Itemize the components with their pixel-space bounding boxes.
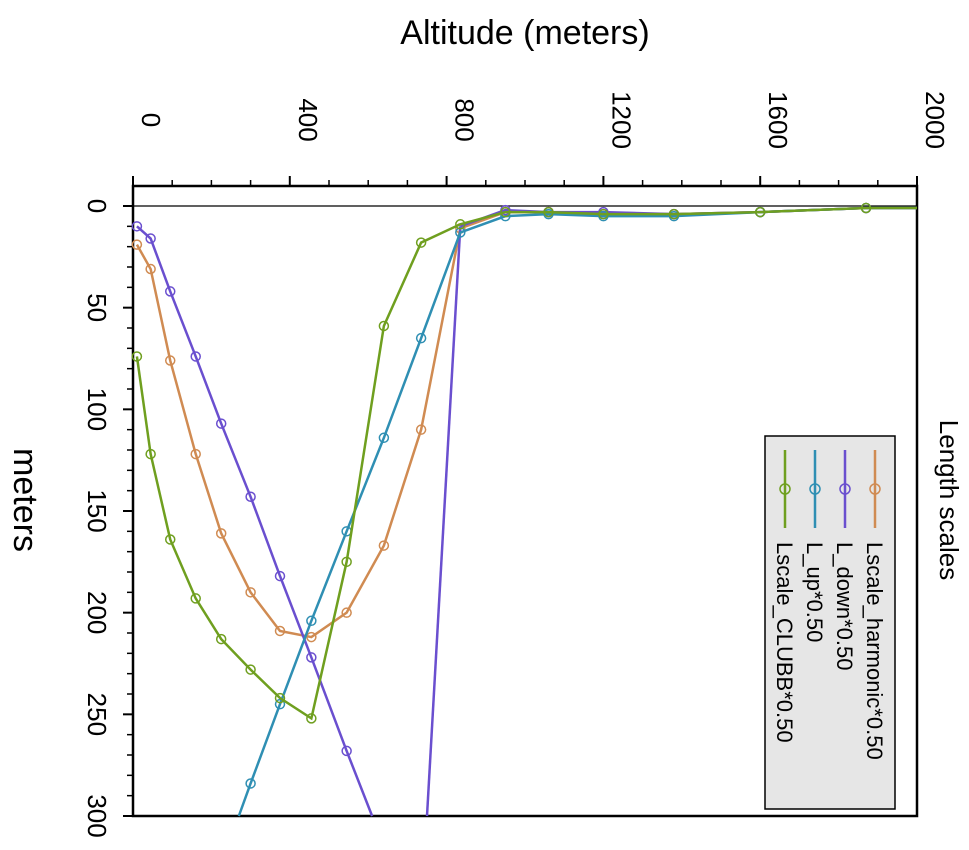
series-point — [274, 692, 286, 704]
series-point — [274, 570, 286, 582]
series-layer — [131, 202, 917, 817]
ticks-layer: 0 400 800 1200 1600 2000 0 50 100 150 200 250 300 — [82, 91, 950, 838]
series-point — [500, 206, 511, 218]
series-point — [415, 237, 427, 248]
series-point — [306, 713, 317, 724]
series-point — [131, 239, 143, 250]
series-point — [164, 286, 176, 297]
legend-marker — [779, 483, 791, 495]
y-tick-label: 0 — [82, 199, 112, 213]
legend-label: Lscale_harmonic*0.50 — [862, 542, 887, 760]
series-point — [341, 745, 352, 757]
y-axis-title: meters — [6, 448, 44, 552]
series-point — [455, 227, 466, 238]
x-tick-label: 1600 — [763, 91, 793, 149]
series-point — [341, 556, 352, 568]
series-point — [145, 263, 156, 275]
legend-label: L_down*0.50 — [832, 542, 857, 670]
series-point — [378, 540, 390, 551]
series-point — [306, 615, 317, 627]
y-axis-title-group: meters — [6, 448, 44, 552]
x-axis-title: Altitude (meters) — [400, 14, 649, 52]
series-point — [245, 778, 256, 789]
series-point — [215, 528, 227, 539]
series-point — [145, 233, 156, 244]
series-point — [415, 332, 427, 344]
series-point — [341, 607, 352, 618]
legend-box — [764, 435, 896, 810]
series-point — [190, 351, 201, 362]
y-tick-label: 150 — [82, 489, 112, 532]
series-point — [306, 631, 317, 643]
series-line-segment — [425, 226, 462, 817]
series-point — [860, 202, 872, 214]
legend-label: Lscale_CLUBB*0.50 — [772, 542, 797, 743]
chart-title: Length scales — [934, 420, 964, 580]
series-point — [215, 633, 227, 645]
series-point — [306, 652, 317, 663]
series-point — [131, 351, 143, 362]
series-point — [145, 448, 156, 460]
series-point — [415, 424, 427, 435]
x-tick-label: 800 — [450, 98, 480, 141]
series-line — [135, 206, 917, 721]
series-point — [543, 206, 554, 218]
series-point — [131, 221, 143, 232]
series-point — [754, 206, 766, 218]
series-point — [245, 491, 256, 503]
x-tick-label: 400 — [293, 98, 323, 141]
series-point — [455, 219, 466, 230]
series-line — [136, 225, 374, 817]
series-line-tail — [459, 206, 917, 228]
y-tick-label: 100 — [82, 388, 112, 431]
series-point — [378, 432, 390, 444]
series-3 — [131, 202, 917, 724]
x-tick-label: 1200 — [606, 91, 636, 149]
series-point — [190, 448, 201, 460]
chart-title-group: Length scales — [934, 420, 964, 580]
legend-marker — [869, 483, 881, 495]
series-point — [164, 534, 176, 545]
series-point — [668, 208, 680, 220]
legend-marker — [809, 483, 821, 495]
x-tick-label: 2000 — [920, 91, 950, 149]
legend-marker — [839, 483, 851, 495]
y-tick-label: 200 — [82, 591, 112, 634]
y-tick-label: 250 — [82, 693, 112, 736]
series-point — [190, 593, 201, 604]
x-axis-title-group: Altitude (meters) — [400, 14, 649, 52]
series-point — [245, 664, 256, 675]
series-point — [245, 587, 256, 598]
legend-item: Lscale_CLUBB*0.50 — [772, 450, 797, 743]
series-point — [274, 698, 286, 710]
legend-label: L_up*0.50 — [802, 542, 827, 642]
legend-item: Lscale_harmonic*0.50 — [862, 450, 887, 760]
series-point — [215, 418, 227, 429]
y-tick-label: 50 — [82, 293, 112, 322]
legend-item: L_down*0.50 — [832, 450, 857, 670]
series-point — [598, 208, 609, 220]
series-point — [274, 625, 286, 637]
series-point — [378, 320, 390, 332]
y-tick-label: 300 — [82, 794, 112, 837]
x-tick-label: 0 — [136, 113, 166, 127]
legend-item: L_up*0.50 — [802, 450, 827, 642]
series-point — [164, 355, 176, 366]
legend: Lscale_harmonic*0.50L_down*0.50L_up*0.50… — [764, 435, 896, 810]
